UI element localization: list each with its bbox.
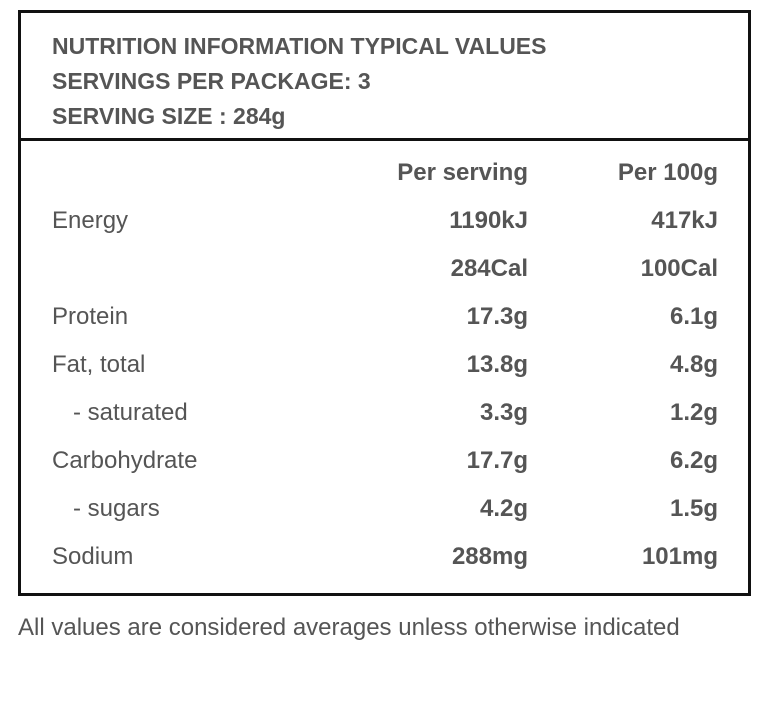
nutrition-panel: NUTRITION INFORMATION TYPICAL VALUES SER… <box>18 10 751 596</box>
servings-per-package: SERVINGS PER PACKAGE: 3 <box>52 68 371 94</box>
nutrition-header: NUTRITION INFORMATION TYPICAL VALUES SER… <box>21 13 748 141</box>
value-per-serving: 3.3g <box>479 399 528 426</box>
column-header-per-100g: Per 100g <box>617 159 718 186</box>
value-per-100g: 1.5g <box>669 495 718 522</box>
averages-footnote: All values are considered averages unles… <box>18 614 680 641</box>
nutrient-label-carbohydrate: Carbohydrate <box>52 447 198 474</box>
nutrient-label-saturated: - saturated <box>73 399 188 426</box>
value-per-100g: 1.2g <box>669 399 718 426</box>
nutrition-title: NUTRITION INFORMATION TYPICAL VALUES <box>52 33 547 59</box>
value-per-serving: 4.2g <box>479 495 528 522</box>
table-row: Protein 17.3g 6.1g <box>21 293 748 341</box>
table-row: Carbohydrate 17.7g 6.2g <box>21 437 748 485</box>
table-row: Sodium 288mg 101mg <box>21 533 748 581</box>
table-row: - saturated 3.3g 1.2g <box>21 389 748 437</box>
table-row: 284Cal 100Cal <box>21 245 748 293</box>
nutrient-label-sodium: Sodium <box>52 543 134 570</box>
value-per-100g: 6.2g <box>669 447 718 474</box>
value-per-serving: 17.7g <box>466 447 528 474</box>
serving-size: SERVING SIZE : 284g <box>52 103 286 129</box>
table-row: Fat, total 13.8g 4.8g <box>21 341 748 389</box>
value-per-serving: 288mg <box>451 543 528 570</box>
column-header-row: Per serving Per 100g <box>21 149 748 197</box>
value-per-100g: 417kJ <box>651 207 718 234</box>
nutrient-label-energy: Energy <box>52 207 129 234</box>
value-per-100g: 101mg <box>641 543 718 570</box>
value-per-serving: 13.8g <box>466 351 528 378</box>
nutrient-label-fat-total: Fat, total <box>52 351 146 378</box>
nutrition-table: Per serving Per 100g Energy 1190kJ 417kJ… <box>21 141 748 581</box>
value-per-serving: 1190kJ <box>449 207 528 234</box>
table-row: Energy 1190kJ 417kJ <box>21 197 748 245</box>
nutrient-label-sugars: - sugars <box>73 495 160 522</box>
value-per-serving: 17.3g <box>466 303 528 330</box>
value-per-100g: 4.8g <box>669 351 718 378</box>
table-row: - sugars 4.2g 1.5g <box>21 485 748 533</box>
value-per-100g: 6.1g <box>669 303 718 330</box>
value-per-serving: 284Cal <box>450 255 528 282</box>
nutrient-label-protein: Protein <box>52 303 129 330</box>
value-per-100g: 100Cal <box>640 255 718 282</box>
column-header-per-serving: Per serving <box>397 159 528 186</box>
